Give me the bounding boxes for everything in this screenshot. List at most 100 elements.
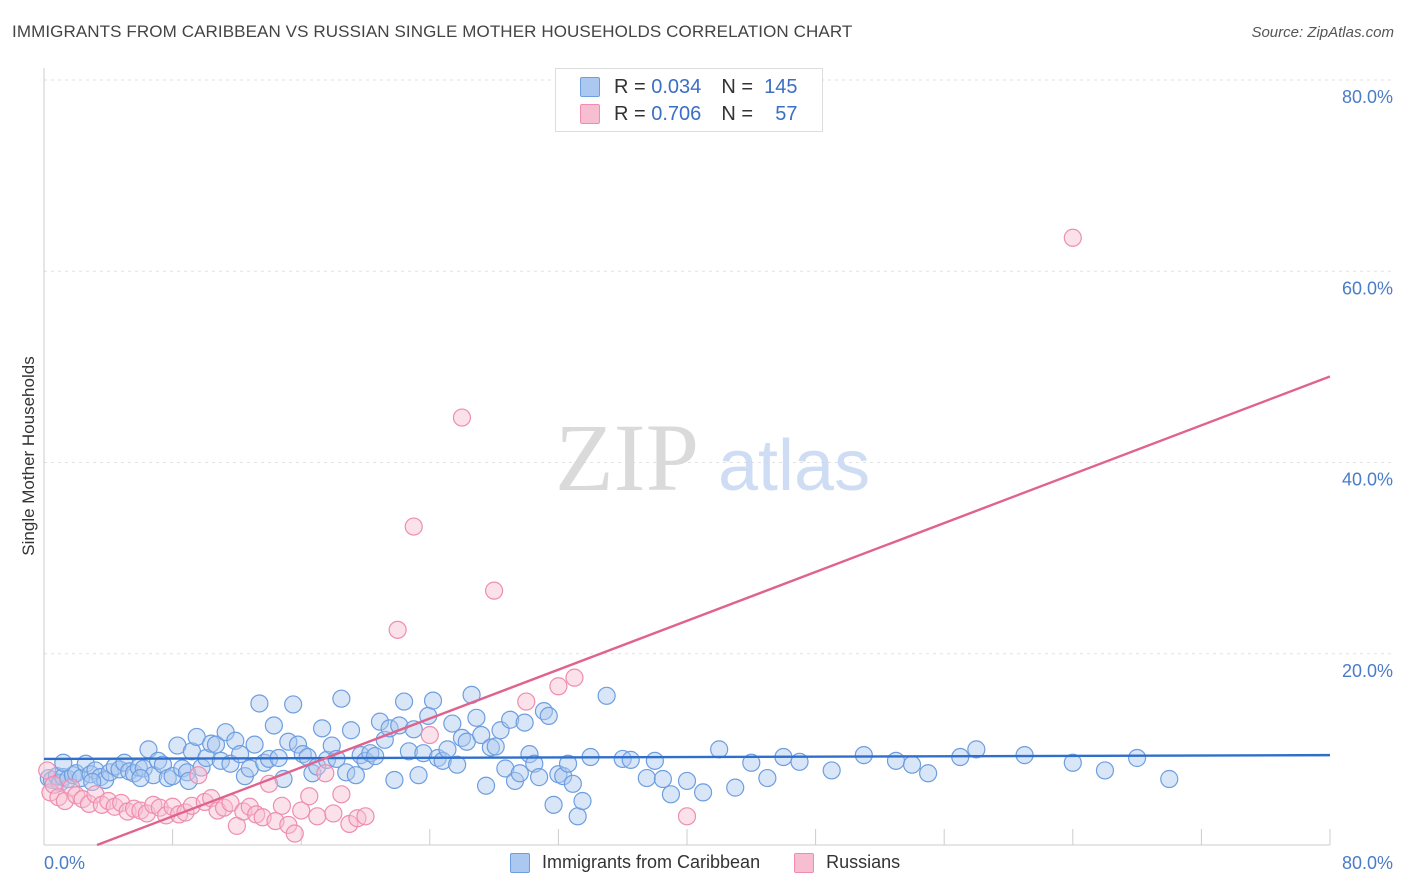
legend-swatch-caribbean bbox=[580, 77, 600, 97]
point-caribbean bbox=[525, 754, 544, 773]
point-caribbean bbox=[206, 735, 226, 754]
point-russians bbox=[300, 787, 319, 806]
point-caribbean bbox=[486, 737, 505, 756]
legend-row-caribbean: R = 0.034 N = 145 bbox=[580, 74, 798, 100]
point-caribbean bbox=[515, 713, 534, 732]
point-caribbean bbox=[496, 759, 515, 778]
point-caribbean bbox=[1063, 753, 1082, 772]
legend-r-value: 0.706 bbox=[651, 102, 702, 125]
point-caribbean bbox=[563, 774, 582, 793]
point-caribbean bbox=[1127, 748, 1147, 768]
watermark: ZIP atlas bbox=[555, 404, 870, 511]
point-caribbean bbox=[131, 768, 150, 788]
point-russians bbox=[285, 824, 304, 843]
point-caribbean bbox=[385, 770, 404, 790]
source-credit: Source: ZipAtlas.com bbox=[1251, 24, 1394, 41]
legend-n-label: N = bbox=[721, 75, 753, 98]
point-caribbean bbox=[231, 745, 250, 764]
point-russians bbox=[388, 620, 407, 639]
point-caribbean bbox=[284, 695, 303, 714]
gridlines bbox=[44, 79, 1392, 655]
point-caribbean bbox=[854, 746, 873, 765]
point-russians bbox=[677, 807, 697, 826]
legend-r-value: 0.034 bbox=[651, 75, 702, 98]
point-russians bbox=[308, 807, 327, 826]
point-caribbean bbox=[467, 708, 486, 727]
point-caribbean bbox=[341, 721, 361, 740]
point-caribbean bbox=[71, 768, 91, 788]
point-caribbean bbox=[621, 750, 640, 769]
point-caribbean bbox=[637, 768, 656, 788]
point-caribbean bbox=[653, 769, 672, 789]
x-tick-label: 0.0% bbox=[44, 853, 85, 873]
watermark-atlas: atlas bbox=[718, 426, 870, 506]
point-caribbean bbox=[332, 689, 351, 708]
point-russians bbox=[420, 725, 439, 745]
point-caribbean bbox=[1160, 769, 1179, 789]
point-caribbean bbox=[370, 712, 390, 731]
series-legend: Immigrants from Caribbean Russians bbox=[510, 852, 934, 873]
point-caribbean bbox=[758, 768, 777, 788]
point-caribbean bbox=[366, 746, 385, 766]
point-russians bbox=[404, 517, 423, 536]
point-caribbean bbox=[394, 692, 414, 711]
point-caribbean bbox=[264, 716, 283, 735]
point-caribbean bbox=[346, 766, 365, 785]
point-russians bbox=[452, 408, 472, 427]
point-caribbean bbox=[919, 764, 938, 783]
series-legend-russians: Russians bbox=[794, 852, 900, 873]
point-caribbean bbox=[544, 795, 563, 814]
point-russians bbox=[272, 796, 292, 815]
point-russians bbox=[189, 766, 208, 785]
legend-n-value: 145 bbox=[764, 75, 798, 98]
legend-n-label: N = bbox=[721, 102, 753, 125]
trend-lines bbox=[43, 375, 1331, 847]
point-caribbean bbox=[573, 791, 592, 811]
point-russians bbox=[316, 764, 335, 783]
trendline-russians bbox=[96, 375, 1331, 847]
series-legend-caribbean: Immigrants from Caribbean bbox=[510, 852, 760, 873]
point-caribbean bbox=[409, 766, 428, 785]
point-russians bbox=[549, 677, 568, 696]
point-caribbean bbox=[312, 719, 332, 738]
point-caribbean bbox=[476, 776, 496, 795]
point-caribbean bbox=[134, 759, 153, 778]
point-caribbean bbox=[226, 731, 245, 750]
y-tick-label: 40.0% bbox=[1342, 470, 1393, 490]
point-caribbean bbox=[539, 706, 558, 726]
point-caribbean bbox=[501, 710, 520, 729]
watermark-zip: ZIP bbox=[555, 404, 699, 511]
point-caribbean bbox=[597, 686, 616, 705]
point-caribbean bbox=[448, 755, 467, 774]
point-caribbean bbox=[530, 768, 549, 787]
point-caribbean bbox=[399, 742, 419, 761]
point-caribbean bbox=[558, 754, 578, 773]
point-russians bbox=[1063, 228, 1082, 247]
y-tick-label: 60.0% bbox=[1342, 278, 1393, 298]
point-caribbean bbox=[710, 740, 729, 759]
point-caribbean bbox=[288, 735, 308, 754]
legend-swatch-russians bbox=[580, 104, 600, 124]
point-caribbean bbox=[677, 771, 697, 791]
point-russians bbox=[324, 804, 343, 823]
point-caribbean bbox=[322, 736, 341, 755]
axes bbox=[43, 68, 1331, 846]
y-tick-label: 80.0% bbox=[1342, 87, 1393, 107]
x-tick-labels: 0.0% 80.0% bbox=[44, 853, 1393, 873]
point-caribbean bbox=[472, 725, 491, 745]
legend-row-russians: R = 0.706 N = 57 bbox=[580, 101, 797, 127]
point-caribbean bbox=[510, 764, 529, 783]
point-caribbean bbox=[967, 740, 986, 759]
point-caribbean bbox=[438, 740, 457, 759]
point-russians bbox=[79, 794, 99, 813]
point-russians bbox=[565, 668, 584, 687]
point-caribbean bbox=[742, 753, 761, 772]
point-caribbean bbox=[568, 807, 587, 826]
point-caribbean bbox=[54, 753, 73, 772]
y-axis-label: Single Mother Households bbox=[19, 356, 38, 555]
legend-r-label: R = bbox=[614, 102, 646, 125]
point-russians bbox=[485, 581, 504, 600]
legend-r-label: R = bbox=[614, 75, 646, 98]
point-russians bbox=[292, 801, 311, 820]
